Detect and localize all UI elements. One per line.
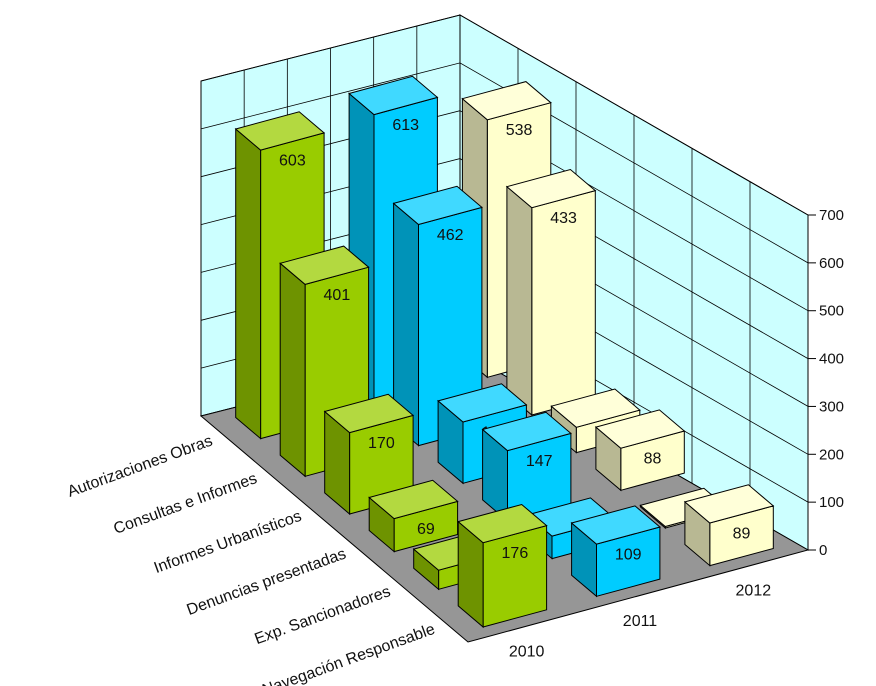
bar-value-label: 603 [279,152,306,169]
bar-front-face [482,524,548,628]
bar-top-face [279,245,370,285]
bar-2011-1: 462 [392,185,483,447]
y-tick-label: 300 [819,398,844,415]
bar-value-label: 69 [417,521,435,538]
category-label: Exp. Sancionadores [252,583,392,648]
bar-value-label: 89 [733,525,751,542]
bar-top-face [594,409,686,449]
bar-top-face [348,75,439,116]
bar-top-face [570,505,661,545]
bar-value-label: 462 [437,227,464,244]
bars: 6036135384014624331701285369147884047317… [234,75,775,629]
category-label: Informes Urbanísticos [152,508,304,577]
bar-top-face [368,479,459,520]
bar-value-label: 538 [506,122,533,139]
bar-top-face [550,388,641,428]
y-tick-label: 0 [819,542,827,559]
bar-top-face [234,111,326,151]
bar-2012-1: 433 [505,168,597,417]
bar-side-face [235,127,262,440]
bar-top-face [505,168,597,209]
bar-top-face [461,81,552,121]
bar-2010-5: 176 [457,503,548,629]
bar-top-face [437,383,528,423]
bar-value-label: 88 [644,451,662,468]
series-label: 2012 [736,582,772,599]
bar-value-label: 176 [502,545,529,562]
y-axis: 0 100 200 300 400 500 600 700 [807,207,844,559]
bar-2012-5: 89 [683,484,775,567]
bar-2011-5: 109 [570,505,661,598]
bar-2010-3: 69 [368,479,459,553]
series-labels: 2010 2011 2012 [509,582,771,660]
bar-2012-3: 88 [594,409,686,492]
bar-side-face [506,185,533,417]
bar-top-face [683,484,775,524]
bar-top-face [481,411,572,452]
y-tick-label: 400 [819,351,844,368]
bar-2010-2: 170 [323,393,415,516]
y-tick-label: 600 [819,255,844,272]
y-tick-label: 200 [819,446,844,463]
bar-top-face [392,185,483,226]
bar-value-label: 401 [324,287,351,304]
category-label: Autorizaciones Obras [65,433,215,501]
bar-value-label: 109 [615,547,642,564]
bar-top-face [323,393,415,434]
bar-top-face [457,503,548,544]
bar-value-label: 147 [526,453,553,470]
category-label: Consultas e Informes [111,470,259,538]
bar-side-face [279,262,306,478]
y-tick-label: 100 [819,494,844,511]
bar-value-label: 613 [392,117,419,134]
bar-value-label: 433 [550,210,577,227]
series-label: 2011 [623,613,658,630]
bar-2011-3: 147 [481,411,572,523]
y-tick-label: 700 [819,207,844,224]
series-label: 2010 [509,644,545,661]
bar-value-label: 170 [368,435,395,452]
y-tick-label: 500 [819,303,844,320]
